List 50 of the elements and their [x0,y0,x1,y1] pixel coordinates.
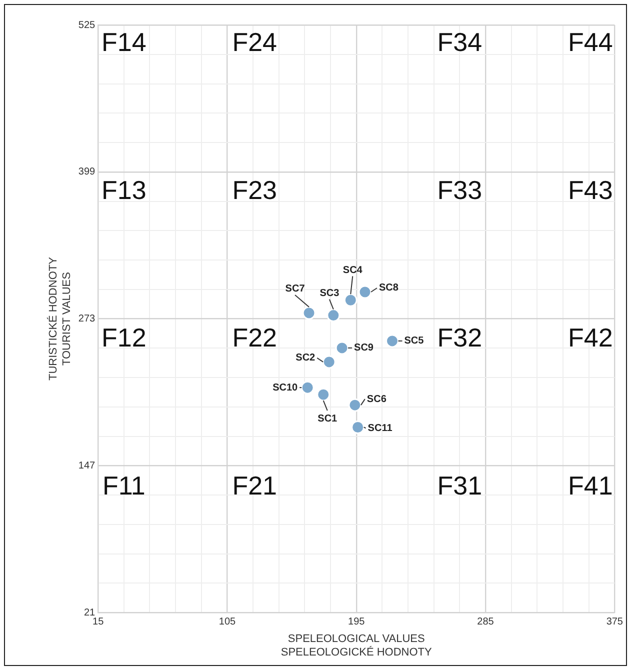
x-tick-label: 15 [92,616,104,628]
point [351,420,365,434]
y-tick-label: 21 [84,607,96,618]
point [344,293,358,307]
x-tick-label: 375 [606,616,624,628]
annotation: F44 [568,27,613,58]
x-tick-label: 105 [218,616,236,628]
series-label: SC4 [342,264,363,276]
series-label: SC5 [404,336,424,347]
series-label: SC6 [366,394,387,405]
y-tick-label: 273 [78,314,96,325]
annotation: F34 [437,27,482,58]
point [316,388,330,402]
series-label: SC10 [272,382,298,394]
series-label: SC8 [378,282,399,294]
annotation: F21 [232,470,278,501]
point [326,308,340,322]
annotation: F32 [437,322,482,353]
annotation: F12 [102,322,146,353]
y-axis-title: TURISTICKÉ HODNOTY TOURIST VALUES [46,256,73,381]
x-tick-label: 285 [477,616,494,628]
y-tick-label: 525 [78,20,96,31]
x-tick-label: 195 [348,616,366,628]
annotation: F41 [568,470,613,501]
y-tick-label: 399 [78,166,96,178]
annotation: F22 [232,322,278,353]
annotation: F42 [568,322,613,353]
series-label: SC11 [368,422,393,434]
series-label: SC9 [354,342,374,354]
annotation: F31 [437,470,482,501]
point [322,355,336,369]
y-tick-label: 147 [78,460,96,472]
point [335,341,349,355]
annotation: F11 [102,470,146,501]
series-label: SC7 [285,284,306,295]
x-axis-title: SPELEOLOGICAL VALUES SPELEOLOGICKÉ HODNOTY [280,633,433,658]
annotation: F23 [232,175,278,206]
point [302,306,316,320]
point [385,334,399,348]
annotation: F33 [437,175,482,206]
series-label: SC2 [296,352,316,364]
point [358,285,372,299]
point [348,398,362,412]
annotation: F43 [568,175,613,206]
annotation: F14 [102,27,146,58]
series-label: SC3 [320,288,340,300]
series-label: SC1 [318,413,338,424]
annotation: F13 [102,175,146,206]
point [300,380,314,394]
annotation: F24 [232,27,278,58]
